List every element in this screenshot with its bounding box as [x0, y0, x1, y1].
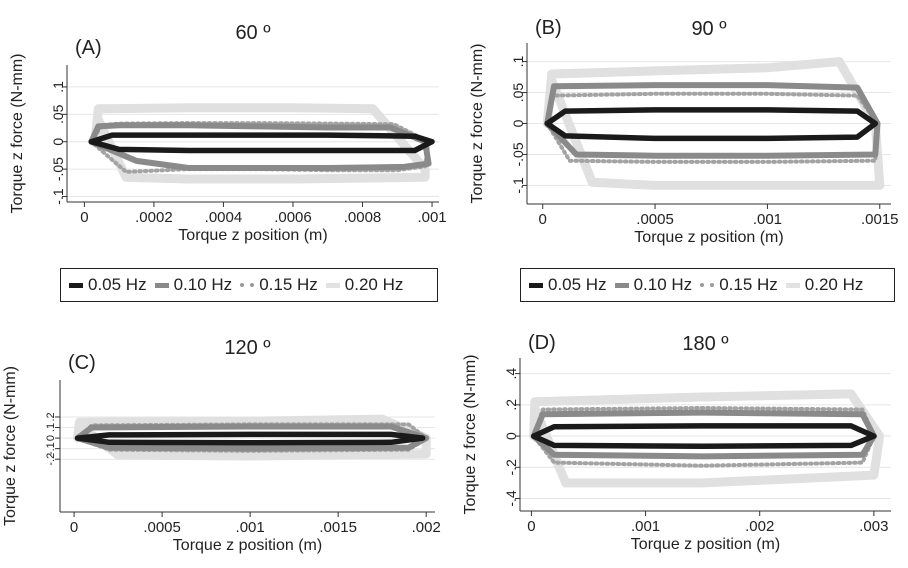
y-tick-label: 0	[503, 432, 519, 440]
series-line	[544, 107, 879, 142]
x-tick-label: .0015	[861, 211, 899, 228]
y-tick-label: .05	[510, 83, 526, 103]
legend-swatch	[240, 283, 255, 287]
y-tick-label: .05	[50, 104, 66, 124]
legend-swatch	[700, 283, 715, 287]
x-tick-label: .001	[417, 209, 446, 226]
panel-title: 90 º	[691, 18, 727, 40]
x-tick-label: .0005	[636, 211, 674, 228]
x-tick-label: .0015	[319, 519, 357, 536]
legend-label: 0.10 Hz	[173, 275, 233, 294]
legend-label: 0.05 Hz	[88, 275, 147, 294]
y-tick-label: .2	[45, 412, 57, 421]
x-axis-label: Torque z position (m)	[173, 537, 322, 554]
legend-swatch	[69, 282, 83, 288]
y-tick-label: .1	[50, 81, 66, 93]
y-tick-label: .1	[510, 56, 526, 68]
x-tick-label: 0	[70, 519, 78, 536]
y-tick-label: 0	[45, 435, 57, 441]
legend-label: 0.15 Hz	[719, 275, 778, 294]
panel	[515, 358, 891, 516]
x-tick-label: 0	[539, 211, 547, 228]
x-tick-label: .002	[412, 519, 441, 536]
legend-item: 0.15 Hz	[700, 275, 778, 295]
x-tick-label: .002	[745, 518, 774, 535]
x-tick-label: .0006	[274, 209, 312, 226]
series-line	[88, 122, 432, 171]
legend-swatch	[325, 282, 340, 288]
x-tick-label: .001	[236, 519, 265, 536]
x-tick-label: 0	[527, 518, 535, 535]
y-tick-label: -.1	[45, 442, 57, 455]
y-tick-label: -.05	[50, 157, 66, 181]
y-tick-label: .2	[503, 399, 519, 411]
y-axis-label: Torque z force (N-mm)	[9, 53, 26, 213]
y-tick-label: -.2	[45, 453, 57, 466]
x-tick-label: .0008	[344, 209, 382, 226]
panel-label: (D)	[528, 332, 556, 354]
legend-swatch	[614, 282, 629, 288]
legend-item: 0.20 Hz	[325, 275, 404, 295]
legend-label: 0.10 Hz	[633, 275, 693, 294]
legend-item: 0.15 Hz	[240, 275, 318, 295]
y-tick-label: 0	[510, 119, 526, 127]
legend-item: 0.10 Hz	[154, 275, 233, 295]
legend-swatch	[154, 282, 169, 288]
legend-item: 0.10 Hz	[614, 275, 693, 295]
x-tick-label: .001	[631, 518, 660, 535]
series-line	[530, 409, 877, 460]
series-line	[74, 423, 430, 452]
x-axis-label: Torque z position (m)	[634, 229, 783, 246]
legend-item: 0.20 Hz	[785, 275, 864, 295]
panel-title: 180 º	[682, 333, 729, 355]
y-axis-label: Torque z force (N-mm)	[469, 43, 486, 203]
panel	[62, 65, 439, 207]
x-axis-label: Torque z position (m)	[178, 227, 327, 244]
panel-label: (C)	[68, 352, 96, 374]
y-axis-label: Torque z force (N-mm)	[462, 354, 479, 514]
x-axis-label: Torque z position (m)	[631, 536, 780, 553]
series-line	[545, 91, 880, 164]
legend-item: 0.05 Hz	[69, 275, 147, 295]
y-tick-label: -.1	[510, 177, 526, 194]
y-tick-label: 0	[50, 138, 66, 146]
panel-title: 60 º	[235, 22, 271, 44]
panel-title: 120 º	[224, 337, 271, 359]
y-axis-label: Torque z force (N-mm)	[2, 366, 19, 526]
x-tick-label: .0004	[205, 209, 243, 226]
legend-swatch	[529, 282, 543, 288]
y-tick-label: -.05	[510, 142, 526, 166]
x-tick-label: .003	[859, 518, 888, 535]
x-tick-label: .001	[753, 211, 782, 228]
series-line	[88, 132, 435, 154]
legend-label: 0.05 Hz	[548, 275, 607, 294]
legend-label: 0.20 Hz	[804, 275, 864, 294]
x-tick-label: .0002	[135, 209, 173, 226]
y-tick-label: -.1	[50, 188, 66, 205]
x-tick-label: .0005	[143, 519, 181, 536]
panel-label: (A)	[75, 37, 102, 59]
y-tick-label: .4	[503, 368, 519, 380]
series-line	[74, 431, 426, 446]
x-tick-label: 0	[80, 209, 88, 226]
y-tick-label: -.2	[503, 459, 519, 476]
legend-swatch	[785, 282, 800, 288]
series-line	[530, 423, 877, 449]
legend-label: 0.15 Hz	[259, 275, 318, 294]
y-tick-label: -.4	[503, 490, 519, 507]
legend-left: 0.05 Hz 0.10 Hz 0.15 Hz 0.20 Hz	[60, 268, 438, 302]
legend-label: 0.20 Hz	[344, 275, 404, 294]
legend-right: 0.05 Hz 0.10 Hz 0.15 Hz 0.20 Hz	[520, 268, 895, 302]
panel-label: (B)	[535, 17, 562, 39]
legend-item: 0.05 Hz	[529, 275, 607, 295]
y-tick-label: .1	[45, 423, 57, 432]
